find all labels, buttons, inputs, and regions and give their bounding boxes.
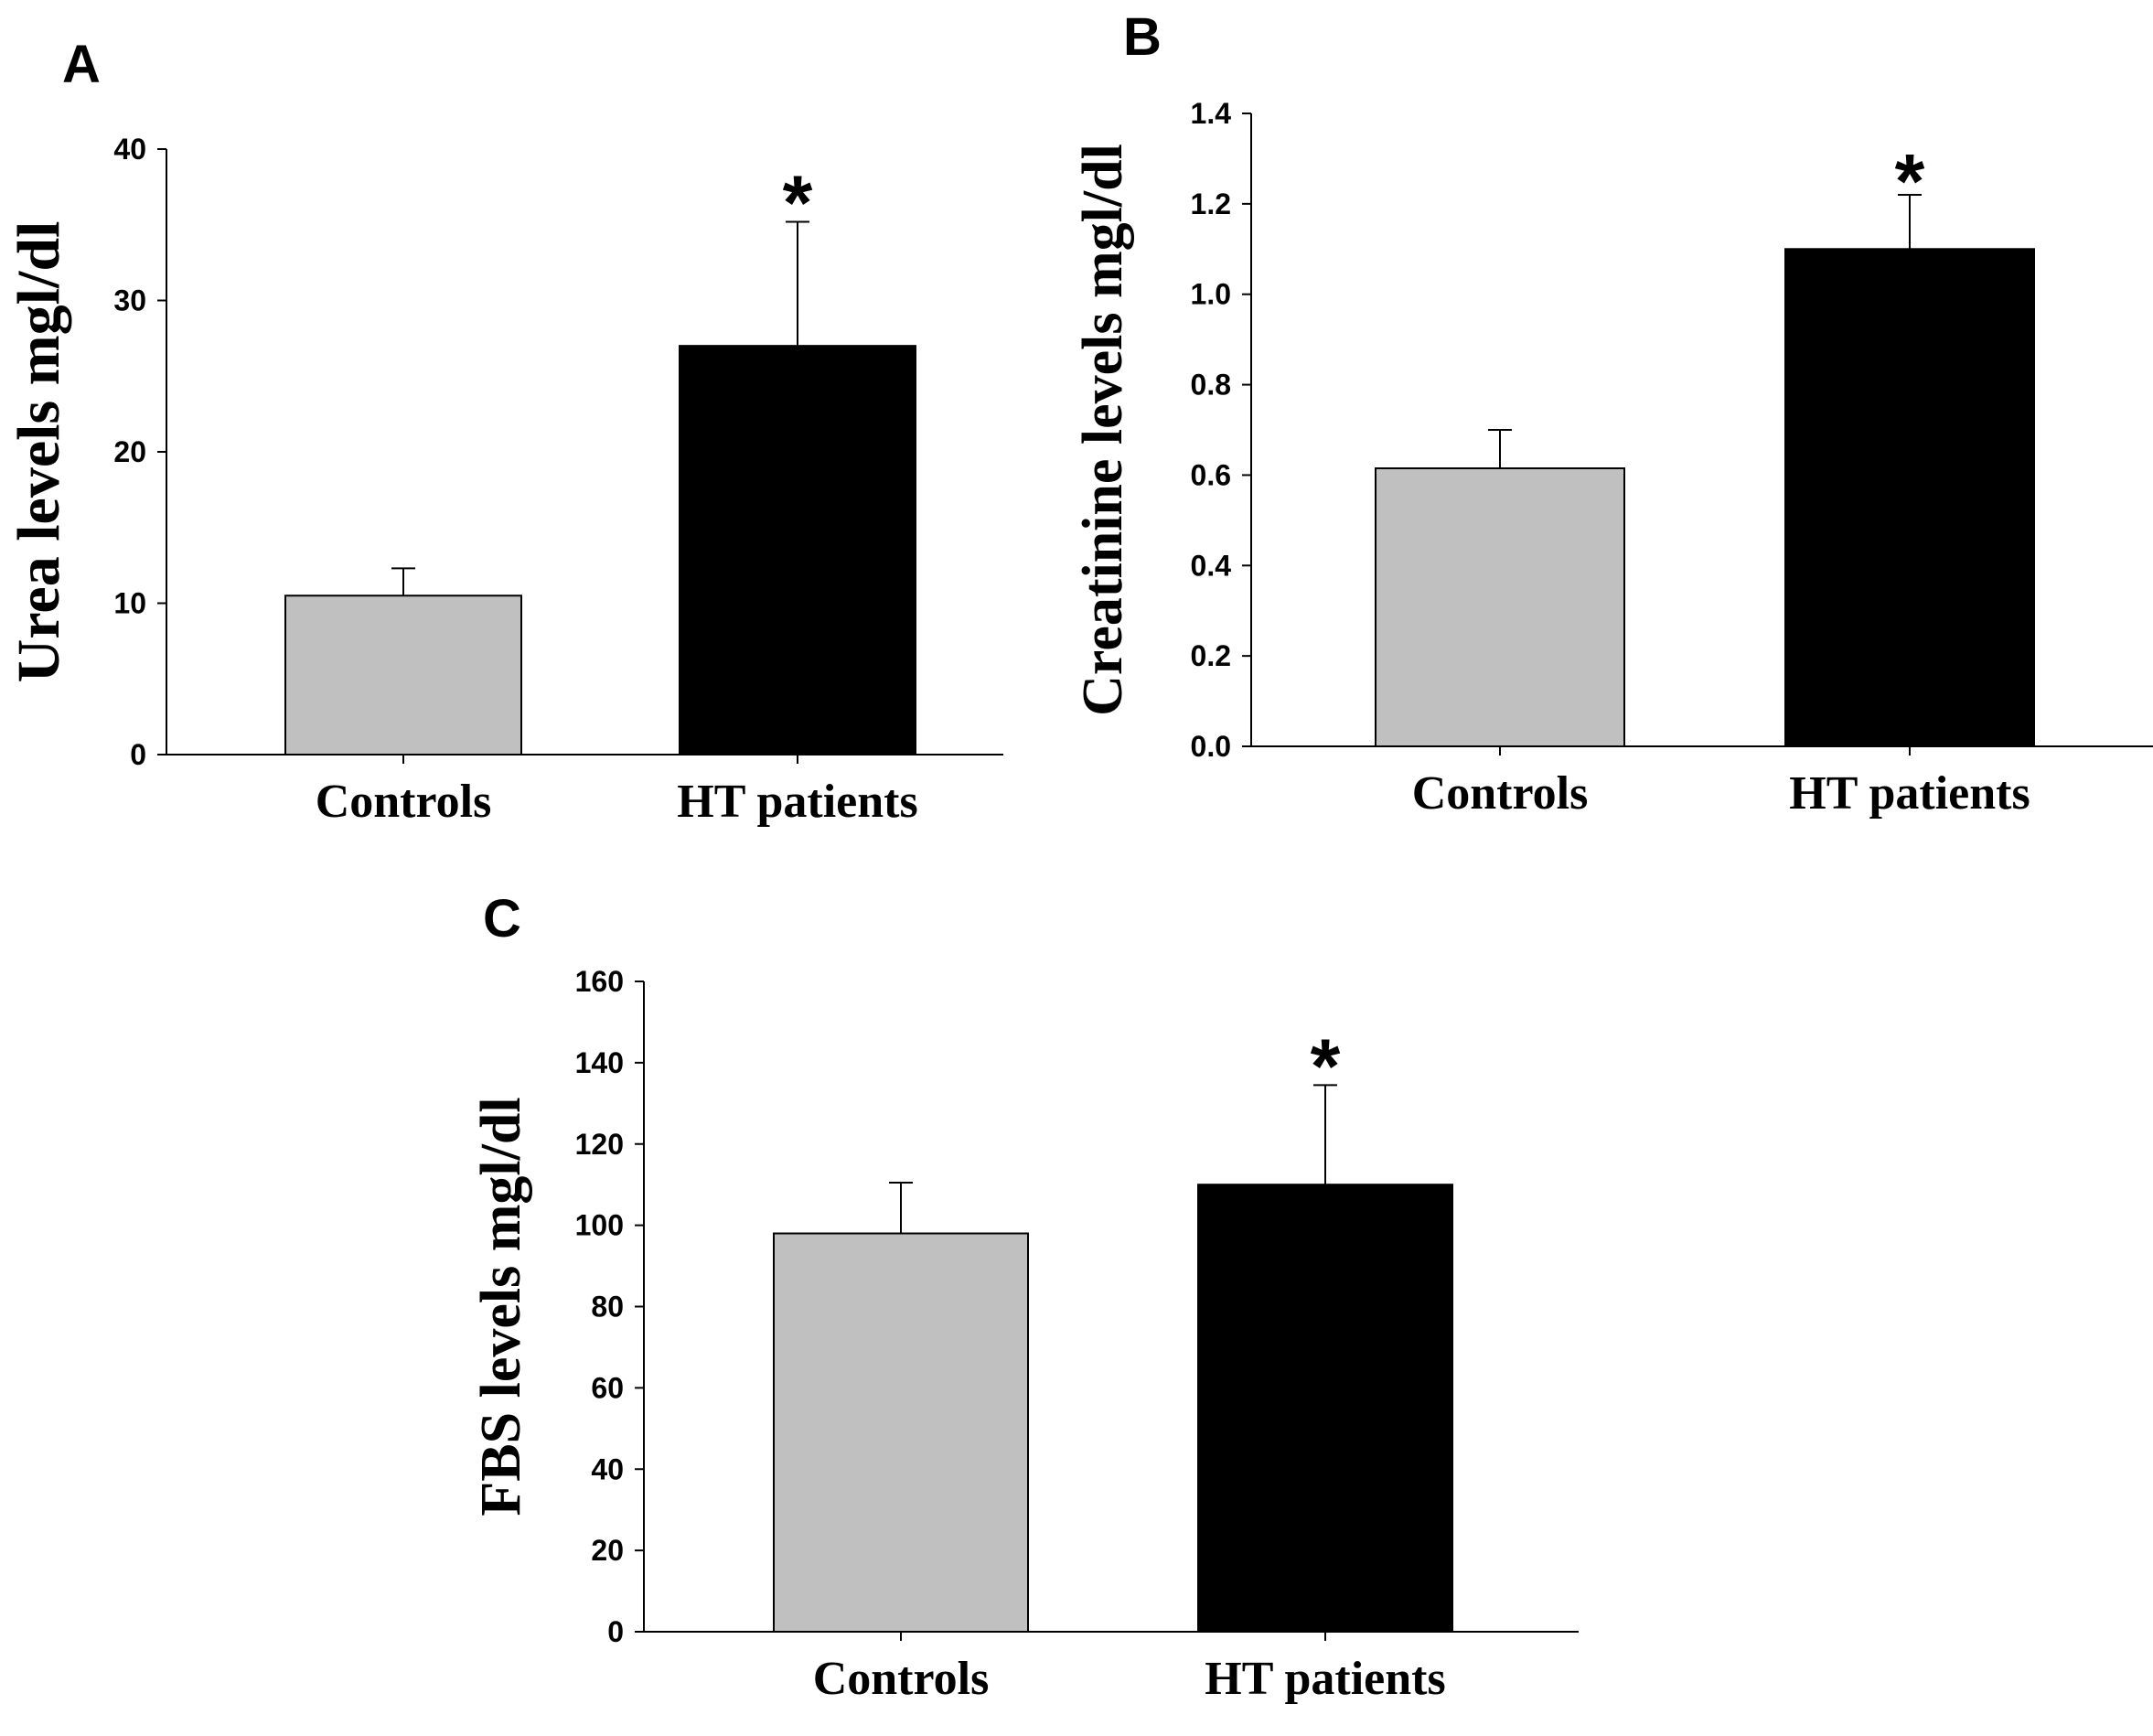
y-tick-label: 20 (113, 435, 146, 468)
y-tick-label: 40 (113, 133, 146, 166)
y-tick-label: 1.4 (1191, 97, 1232, 130)
bar-controls (284, 595, 522, 755)
bar-controls (773, 1232, 1029, 1633)
significance-marker: * (1311, 1023, 1341, 1109)
y-tick-label: 0.6 (1191, 458, 1231, 491)
x-tick-label: HT patients (677, 776, 917, 828)
y-tick-label: 0.2 (1191, 639, 1231, 672)
x-tick-label: HT patients (1205, 1653, 1445, 1705)
y-tick-label: 0 (130, 738, 146, 771)
x-tick-label: HT patients (1789, 767, 2030, 820)
y-tick-label: 100 (575, 1209, 624, 1242)
y-axis-label: Creatinine levels mgl/dl (1072, 144, 1134, 716)
panel-letter: B (1123, 7, 1162, 67)
y-tick-label: 1.0 (1191, 278, 1231, 311)
y-tick-label: 10 (113, 587, 146, 620)
y-tick-label: 20 (591, 1534, 624, 1567)
panel-a: A 0 10 20 30 40 Urea levels mgl/dl Controls HT p… (5, 35, 1003, 828)
bar-ht-patients (679, 345, 916, 755)
bar-ht-patients (1784, 248, 2035, 747)
bar-ht-patients (1197, 1184, 1453, 1633)
x-tick-label: Controls (813, 1653, 990, 1705)
x-tick-label: Controls (316, 776, 492, 828)
y-tick-label: 30 (113, 284, 146, 317)
panel-c: C 0 20 40 60 80 100 120 140 160 FBS levels mgl/dl C… (470, 889, 1579, 1705)
y-tick-label: 0.0 (1191, 730, 1231, 763)
y-tick-label: 160 (575, 965, 624, 998)
y-tick-label: 0.8 (1191, 369, 1231, 402)
panel-letter: C (483, 889, 521, 948)
y-axis-label: FBS levels mgl/dl (470, 1097, 532, 1516)
x-tick-label: Controls (1412, 767, 1589, 820)
y-tick-label: 60 (591, 1371, 624, 1404)
y-tick-label: 40 (591, 1452, 624, 1485)
y-tick-label: 140 (575, 1046, 624, 1079)
significance-marker: * (1895, 138, 1925, 224)
y-tick-label: 1.2 (1191, 188, 1231, 220)
bar-controls (1375, 467, 1625, 747)
y-tick-label: 120 (575, 1128, 624, 1161)
panel-b: B 0.0 0.2 0.4 0.6 0.8 1.0 1.2 1.4 Creatinine leve… (1072, 7, 2153, 820)
y-tick-label: 0 (607, 1615, 624, 1648)
y-tick-label: 0.4 (1191, 549, 1232, 582)
panel-letter: A (62, 35, 101, 94)
y-tick-label: 80 (591, 1291, 624, 1323)
y-axis-label: Urea levels mgl/dl (5, 221, 72, 683)
significance-marker: * (783, 159, 813, 245)
